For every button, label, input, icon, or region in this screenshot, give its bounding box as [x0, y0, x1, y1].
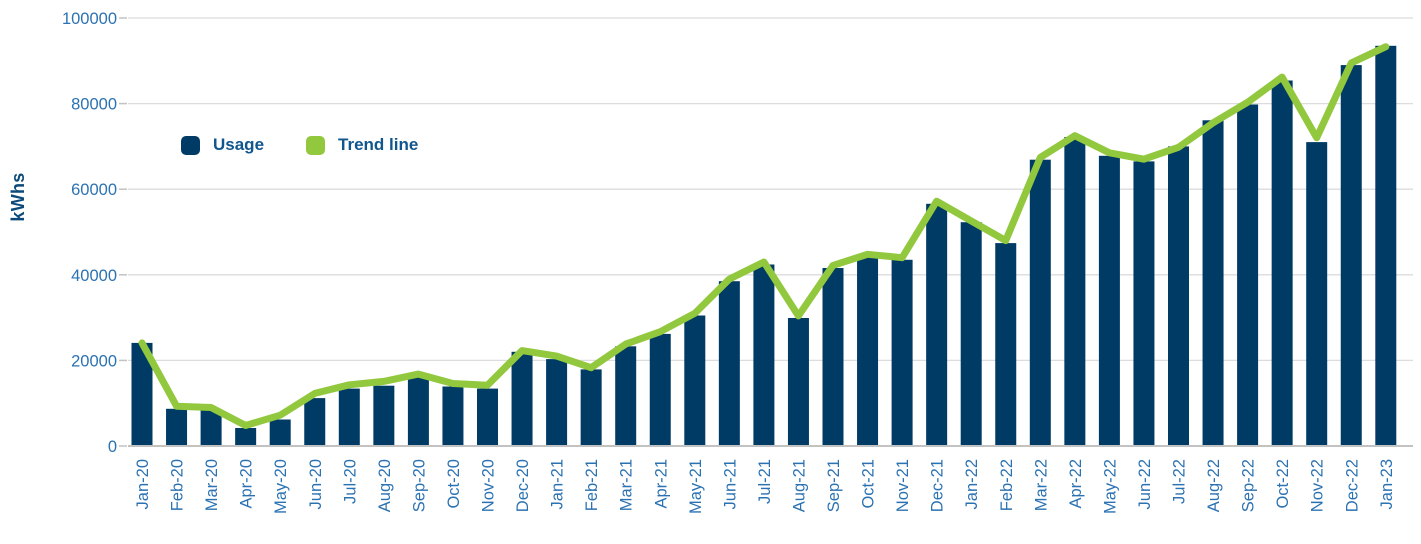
usage-bar-Feb-20 [166, 408, 188, 446]
usage-bar-Apr-20 [235, 428, 257, 446]
usage-bar-Nov-22 [1306, 142, 1328, 446]
x-tick-label: May-21 [687, 459, 705, 514]
usage-bar-Sep-22 [1237, 104, 1259, 446]
x-tick-label: Jan-20 [134, 459, 152, 509]
x-tick-label: Jan-21 [549, 459, 567, 509]
y-tick-label: 100000 [62, 10, 117, 28]
usage-bar-May-21 [684, 315, 706, 446]
x-tick-label: Sep-22 [1240, 459, 1258, 512]
usage-bar-Aug-22 [1202, 120, 1224, 447]
x-tick-label: Nov-20 [480, 459, 498, 512]
usage-bar-Jun-22 [1133, 161, 1155, 446]
x-tick-label: Jan-23 [1378, 459, 1396, 509]
x-tick-label: Mar-21 [618, 459, 636, 511]
trend-legend-swatch-icon [306, 135, 326, 155]
x-tick-label: Sep-21 [825, 459, 843, 512]
x-tick-label: Oct-21 [860, 459, 878, 509]
usage-bar-Feb-22 [995, 243, 1017, 446]
x-tick-label: Feb-22 [998, 459, 1016, 511]
x-tick-label: Aug-21 [790, 459, 808, 512]
usage-bar-Mar-22 [1029, 159, 1051, 446]
x-tick-label: Dec-22 [1343, 459, 1361, 512]
usage-bar-May-20 [269, 419, 291, 446]
usage-bar-Apr-22 [1064, 137, 1086, 446]
x-tick-label: Jan-22 [963, 459, 981, 509]
x-tick-label: May-20 [272, 459, 290, 514]
usage-bar-Jan-23 [1375, 45, 1397, 447]
usage-bar-Jul-20 [338, 388, 360, 446]
y-tick-label: 20000 [71, 352, 117, 370]
usage-bar-Dec-20 [511, 351, 533, 446]
x-tick-label: Jun-22 [1136, 459, 1154, 509]
usage-bar-Mar-21 [615, 346, 637, 446]
usage-bar-Aug-20 [373, 385, 395, 446]
chart-legend: Usage Trend line [181, 135, 418, 155]
x-tick-label: Apr-21 [652, 459, 670, 509]
x-tick-label: Feb-21 [583, 459, 601, 511]
x-tick-label: Oct-22 [1274, 459, 1292, 509]
x-tick-label: Nov-21 [894, 459, 912, 512]
x-tick-label: Sep-20 [410, 459, 428, 512]
x-tick-label: Jun-20 [307, 459, 325, 509]
usage-bar-Aug-21 [787, 318, 809, 446]
x-tick-label: Mar-22 [1032, 459, 1050, 511]
x-tick-label: Oct-20 [445, 459, 463, 509]
y-tick-label: 60000 [71, 181, 117, 199]
trend-legend-label: Trend line [338, 135, 419, 154]
usage-bar-Jan-21 [546, 359, 568, 446]
x-tick-label: Jul-21 [756, 459, 774, 504]
usage-bar-Sep-21 [822, 268, 844, 446]
usage-bar-Oct-20 [442, 386, 464, 446]
usage-bar-Sep-20 [407, 377, 429, 446]
x-tick-label: Apr-20 [238, 459, 256, 509]
usage-bar-Oct-22 [1271, 80, 1293, 446]
usage-bar-Jan-22 [960, 222, 982, 446]
usage-bar-Jan-20 [131, 342, 153, 446]
usage-bar-Jun-20 [304, 398, 326, 446]
x-tick-label: Jul-22 [1171, 459, 1189, 504]
x-tick-label: Apr-22 [1067, 459, 1085, 509]
usage-bar-Mar-20 [200, 410, 222, 446]
usage-legend-swatch-icon [181, 135, 200, 155]
x-tick-label: Dec-20 [514, 459, 532, 512]
usage-legend-label: Usage [213, 135, 265, 154]
usage-bar-Nov-21 [891, 259, 913, 446]
usage-bar-Dec-22 [1340, 65, 1362, 446]
usage-bar-Jul-22 [1168, 146, 1189, 446]
y-tick-label: 0 [108, 438, 117, 456]
x-tick-label: Jun-21 [721, 459, 739, 509]
usage-bar-Jul-21 [753, 264, 775, 446]
x-tick-label: Jul-20 [341, 459, 359, 504]
usage-bar-Oct-21 [857, 256, 879, 446]
y-tick-label: 40000 [71, 267, 117, 285]
usage-bar-Feb-21 [580, 369, 602, 446]
usage-bar-Dec-21 [926, 203, 948, 446]
y-axis-title: kWhs [8, 172, 28, 222]
usage-bar-May-22 [1098, 155, 1120, 447]
trend-line [138, 43, 1390, 429]
usage-bar-Apr-21 [649, 333, 671, 446]
x-tick-label: Mar-20 [203, 459, 221, 511]
x-tick-label: Nov-22 [1309, 459, 1327, 512]
usage-bar-Jun-21 [718, 281, 740, 446]
x-tick-label: May-22 [1101, 459, 1119, 514]
usage-bar-Nov-20 [477, 388, 498, 446]
x-tick-label: Aug-22 [1205, 459, 1223, 512]
x-tick-label: Feb-20 [169, 459, 187, 511]
x-tick-label: Aug-20 [376, 459, 394, 512]
x-tick-label: Dec-21 [929, 459, 947, 512]
y-tick-label: 80000 [71, 96, 117, 114]
